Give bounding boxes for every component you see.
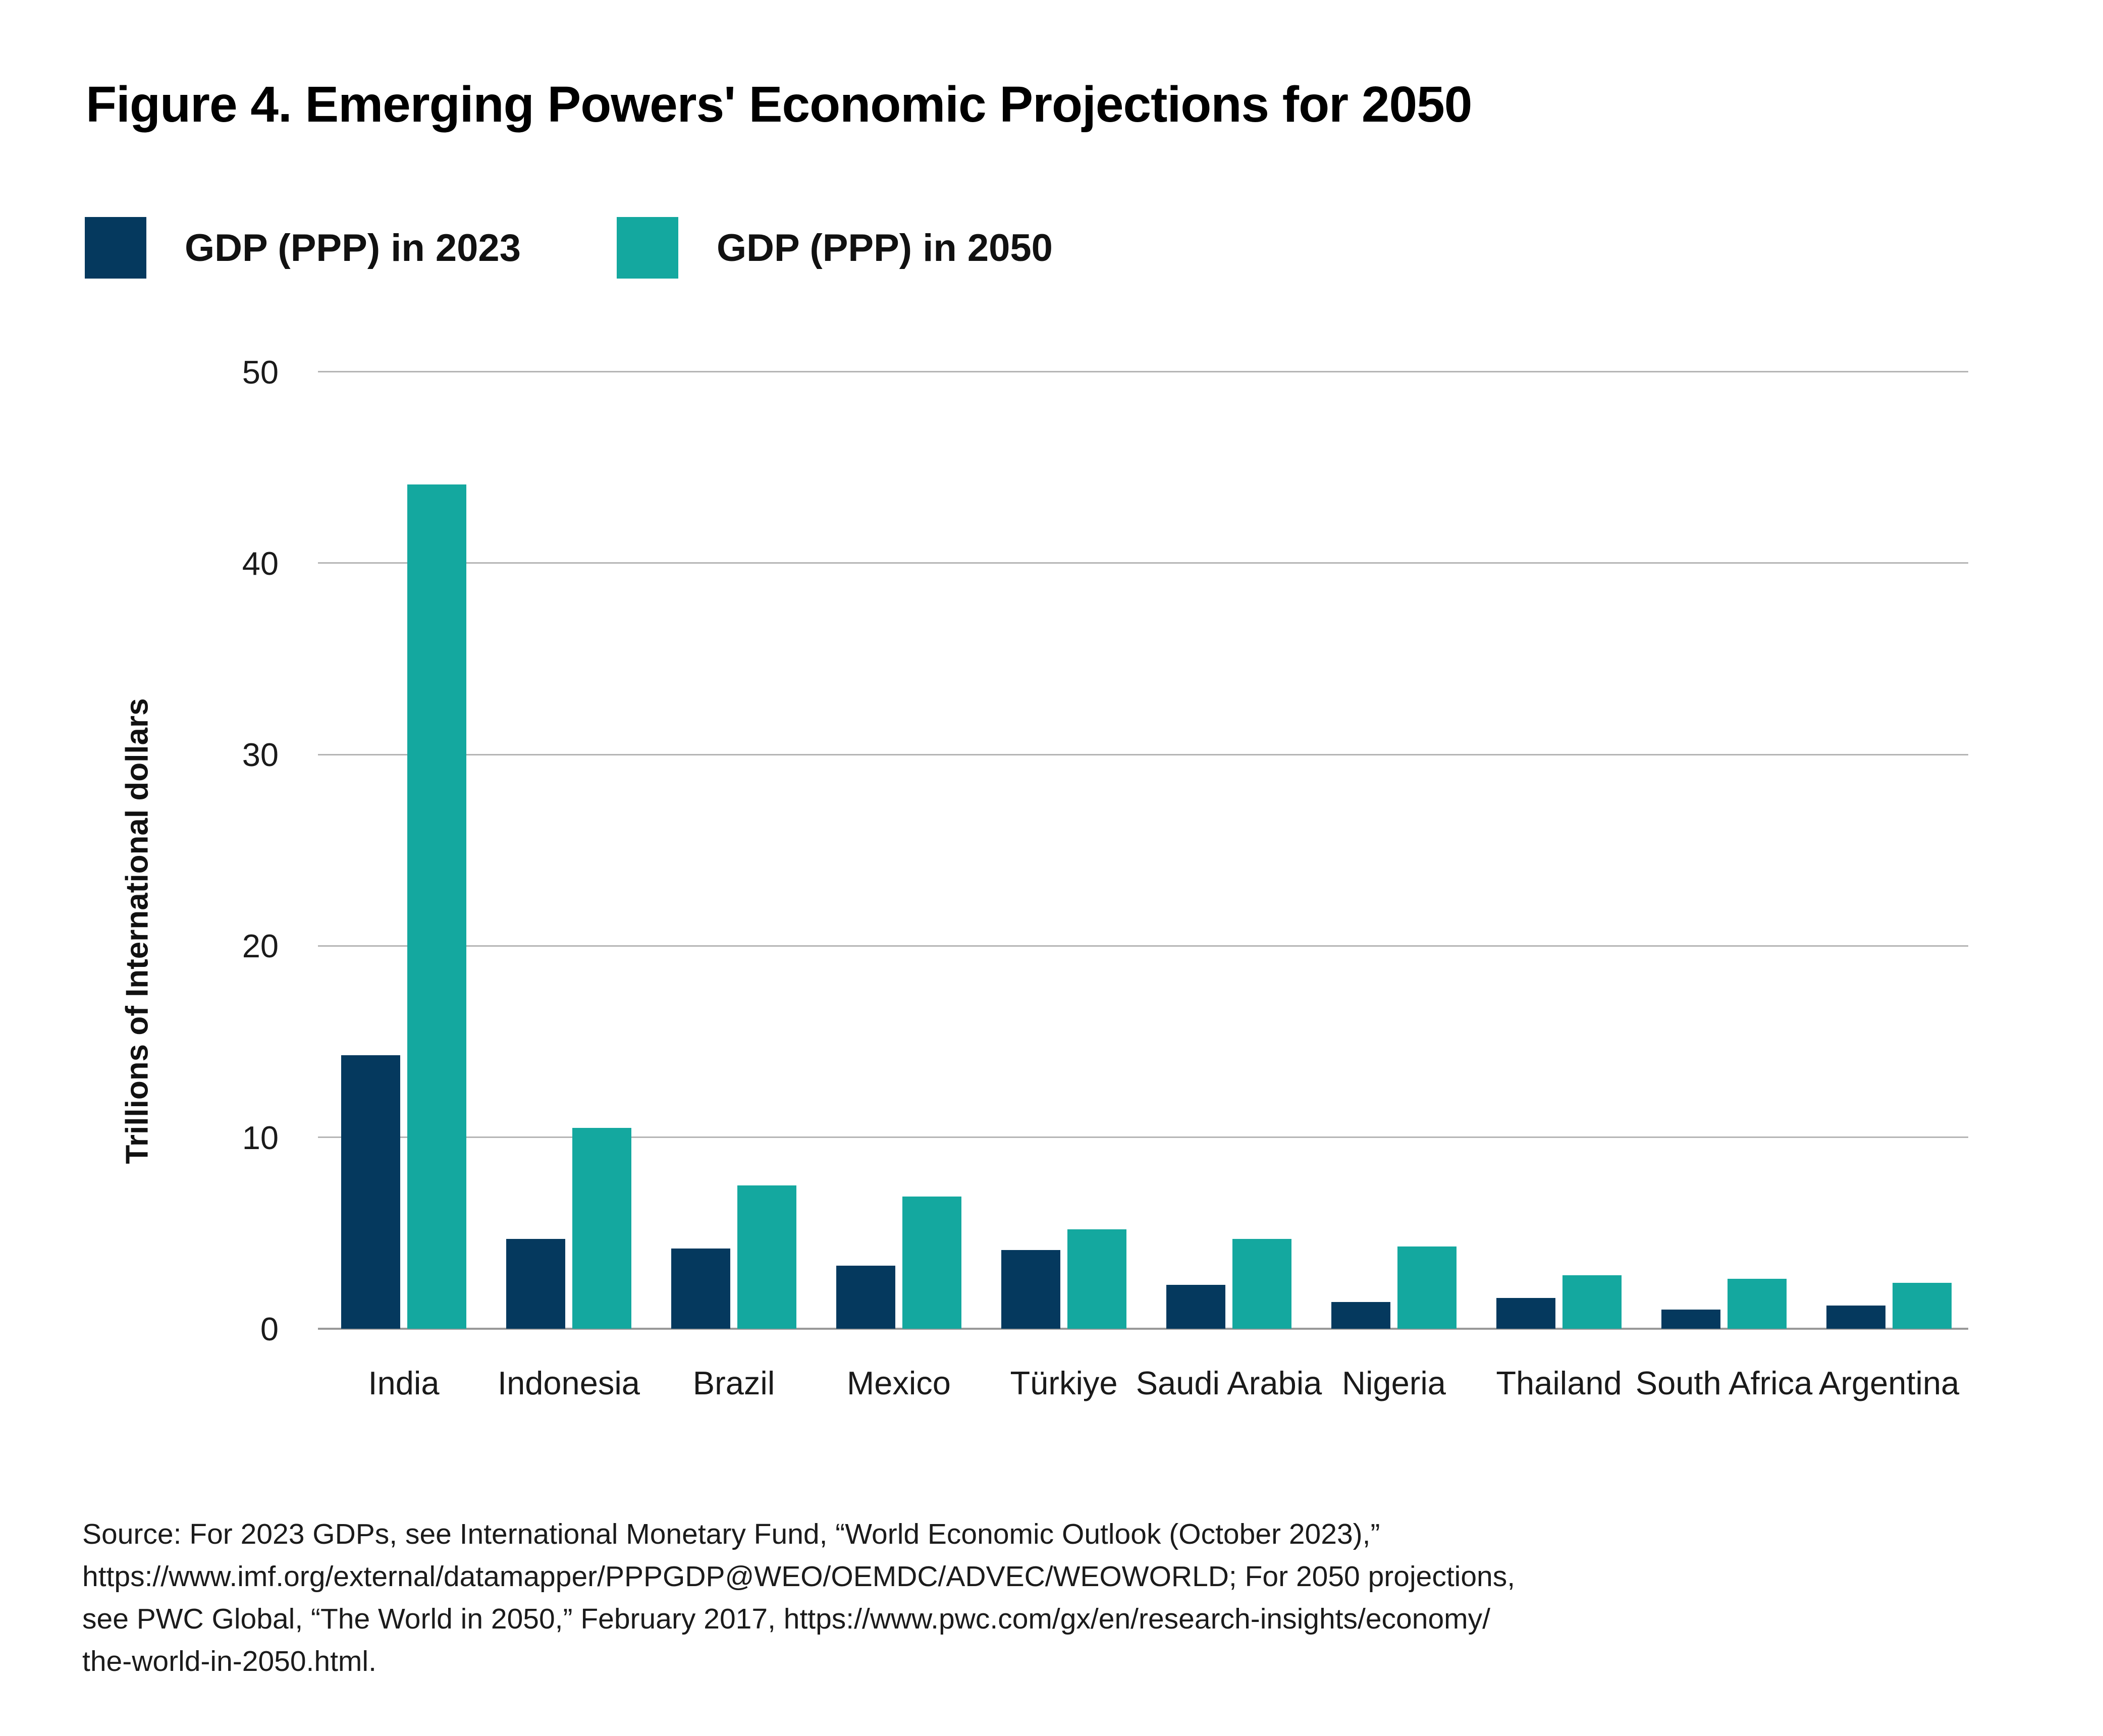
bar-south-africa-2023: [1661, 1310, 1720, 1329]
figure-title: Figure 4. Emerging Powers' Economic Proj…: [86, 76, 1472, 133]
bar-indonesia-2023: [506, 1239, 565, 1329]
y-axis-title: Trillions of International dollars: [120, 698, 155, 1164]
bar-saudi-arabia-2023: [1166, 1285, 1225, 1329]
bar-türkiye-2023: [1001, 1250, 1060, 1329]
gridline-10: [318, 1136, 1968, 1138]
bar-nigeria-2023: [1331, 1302, 1390, 1329]
y-tick-label-40: 40: [242, 545, 279, 582]
x-axis-label-india: India: [368, 1365, 440, 1401]
gridline-20: [318, 945, 1968, 947]
y-tick-label-10: 10: [242, 1119, 279, 1156]
bar-mexico-2023: [836, 1266, 895, 1329]
gridline-40: [318, 562, 1968, 564]
x-axis-label-thailand: Thailand: [1496, 1365, 1622, 1401]
bar-argentina-2050: [1893, 1283, 1952, 1329]
bar-thailand-2023: [1496, 1298, 1555, 1329]
bar-brazil-2050: [737, 1185, 796, 1329]
legend: GDP (PPP) in 2023 GDP (PPP) in 2050: [85, 217, 1053, 279]
bar-argentina-2023: [1826, 1306, 1885, 1329]
x-axis-label-mexico: Mexico: [847, 1365, 951, 1401]
x-axis-label-nigeria: Nigeria: [1342, 1365, 1446, 1401]
legend-swatch-2050: [616, 217, 678, 279]
source-note-line-3: see PWC Global, “The World in 2050,” Feb…: [82, 1603, 1490, 1635]
y-tick-label-20: 20: [242, 928, 279, 964]
legend-label-2050: GDP (PPP) in 2050: [716, 226, 1053, 269]
bar-türkiye-2050: [1067, 1229, 1126, 1329]
y-tick-label-0: 0: [260, 1311, 279, 1347]
legend-swatch-2023: [85, 217, 146, 279]
x-axis-label-saudi-arabia: Saudi Arabia: [1136, 1365, 1322, 1401]
x-axis-label-south-africa: South Africa: [1635, 1365, 1813, 1401]
bar-nigeria-2050: [1397, 1246, 1457, 1329]
bar-thailand-2050: [1562, 1275, 1622, 1329]
gridline-50: [318, 371, 1968, 372]
source-note-line-4: the-world-in-2050.html.: [82, 1645, 376, 1677]
y-tick-label-30: 30: [242, 736, 279, 773]
bar-indonesia-2050: [572, 1128, 631, 1329]
y-tick-label-50: 50: [242, 354, 279, 391]
x-axis-label-indonesia: Indonesia: [498, 1365, 640, 1401]
legend-item-2023: GDP (PPP) in 2023: [85, 217, 521, 279]
source-note-line-1: Source: For 2023 GDPs, see International…: [82, 1518, 1380, 1550]
bar-mexico-2050: [902, 1197, 961, 1329]
x-axis-label-argentina: Argentina: [1818, 1365, 1960, 1401]
legend-label-2023: GDP (PPP) in 2023: [185, 226, 521, 269]
gridline-30: [318, 754, 1968, 755]
legend-item-2050: GDP (PPP) in 2050: [616, 217, 1053, 279]
bar-saudi-arabia-2050: [1232, 1239, 1291, 1329]
x-axis-label-türkiye: Türkiye: [1010, 1365, 1118, 1401]
bar-india-2050: [407, 484, 466, 1329]
gridline-0: [318, 1328, 1968, 1330]
x-axis-label-brazil: Brazil: [692, 1365, 775, 1401]
bar-south-africa-2050: [1728, 1279, 1787, 1329]
bar-brazil-2023: [671, 1249, 730, 1329]
source-note: Source: For 2023 GDPs, see International…: [82, 1513, 1515, 1683]
bar-india-2023: [341, 1055, 400, 1329]
source-note-line-2: https://www.imf.org/external/datamapper/…: [82, 1560, 1516, 1593]
